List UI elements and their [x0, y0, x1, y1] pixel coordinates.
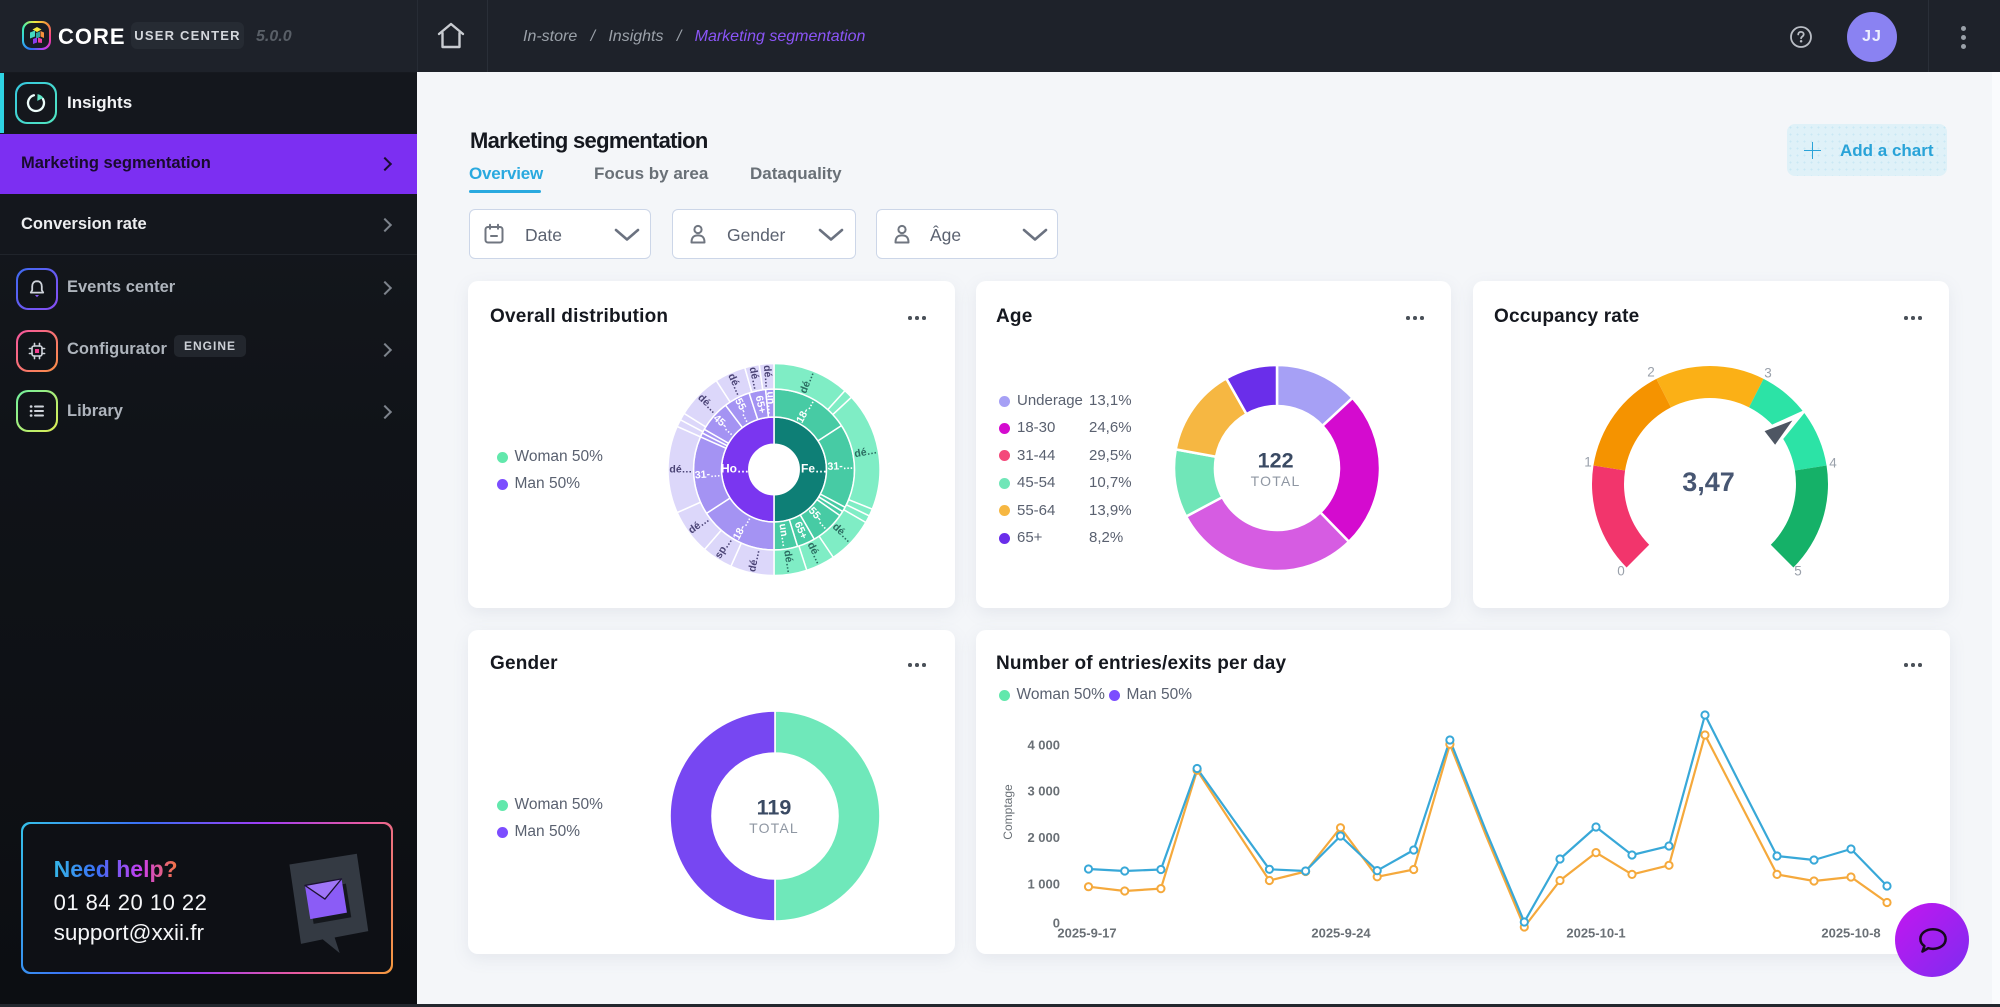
- svg-text:Comptage: Comptage: [1001, 784, 1015, 840]
- svg-text:2 000: 2 000: [1027, 830, 1060, 845]
- svg-text:un…: un…: [776, 523, 791, 548]
- svg-text:2025-10-8: 2025-10-8: [1821, 926, 1880, 941]
- svg-text:119: 119: [757, 796, 792, 820]
- svg-text:1: 1: [1584, 455, 1592, 470]
- svg-text:122: 122: [1258, 449, 1294, 473]
- svg-text:31-…: 31-…: [827, 460, 853, 473]
- svg-text:dé…: dé…: [669, 463, 692, 475]
- svg-text:Ho…: Ho…: [721, 462, 749, 476]
- svg-text:65+: 65+: [753, 394, 768, 414]
- svg-text:Fe…: Fe…: [801, 462, 827, 476]
- svg-text:2025-10-1: 2025-10-1: [1566, 926, 1625, 941]
- svg-text:un…: un…: [764, 391, 777, 415]
- svg-text:TOTAL: TOTAL: [749, 820, 799, 836]
- svg-text:2025-9-24: 2025-9-24: [1311, 926, 1371, 941]
- svg-text:dé…: dé…: [853, 444, 878, 460]
- svg-text:4 000: 4 000: [1027, 737, 1060, 752]
- svg-text:1 000: 1 000: [1027, 876, 1060, 891]
- svg-text:4: 4: [1829, 456, 1837, 471]
- svg-text:2: 2: [1647, 365, 1655, 380]
- svg-text:0: 0: [1617, 564, 1625, 579]
- svg-text:0: 0: [1053, 915, 1060, 930]
- svg-text:5: 5: [1794, 564, 1802, 579]
- svg-text:2025-9-17: 2025-9-17: [1057, 926, 1116, 941]
- svg-text:dé…: dé…: [781, 549, 796, 573]
- svg-text:31-…: 31-…: [694, 467, 721, 481]
- svg-text:dé…: dé…: [746, 548, 762, 573]
- svg-text:dé…: dé…: [747, 366, 763, 391]
- svg-text:3,47: 3,47: [1682, 467, 1735, 497]
- svg-text:3 000: 3 000: [1027, 784, 1060, 799]
- svg-text:dé…: dé…: [761, 365, 775, 389]
- svg-text:TOTAL: TOTAL: [1251, 473, 1301, 489]
- svg-text:3: 3: [1764, 366, 1772, 381]
